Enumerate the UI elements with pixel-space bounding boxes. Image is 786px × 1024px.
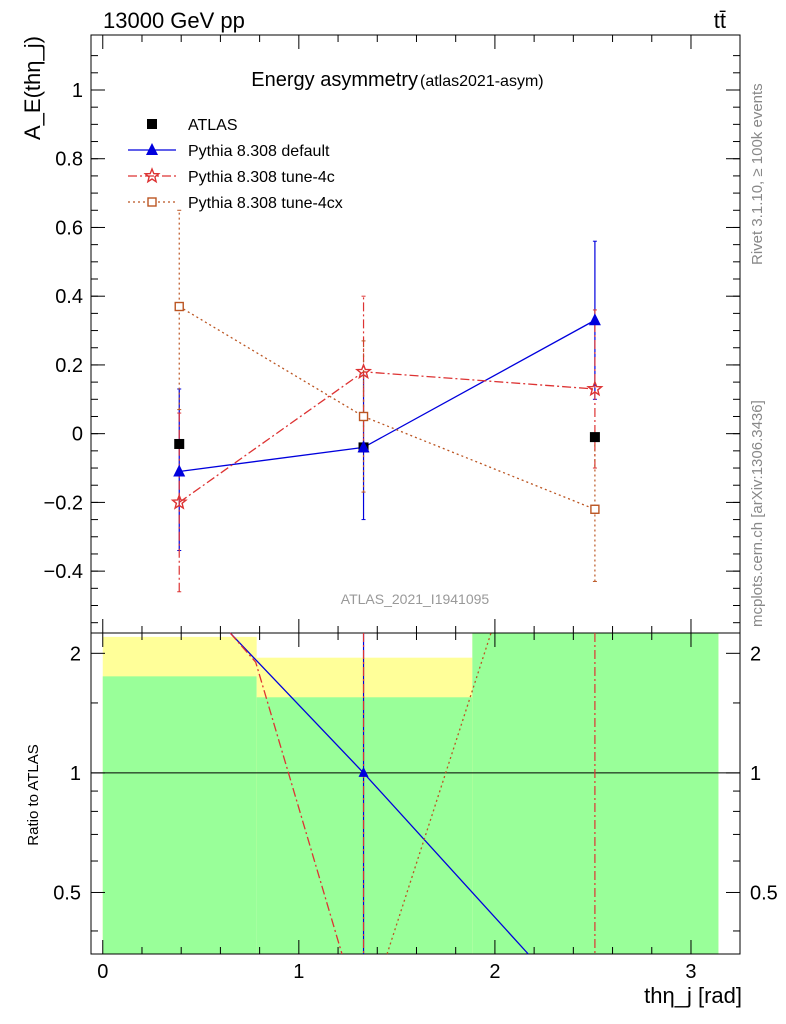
data-point [174, 301, 184, 312]
x-axis-ticks-top-panel [102, 35, 692, 633]
error-bars [177, 209, 597, 593]
ratio-y-axis-label: Ratio to ATLAS [25, 744, 42, 845]
data-point [590, 504, 600, 514]
data-point [174, 438, 185, 449]
ratio-axis-ticks: 0.5 0.5 1 1 2 2 0 1 2 3 [53, 633, 778, 983]
ratio-y-tick-label: 2 [70, 643, 81, 665]
y-tick-label: 0.8 [55, 149, 83, 171]
ratio-y-tick-label-right: 0.5 [750, 882, 778, 904]
y-tick-label: −0.4 [44, 561, 83, 583]
ratio-y-tick-label-right: 1 [750, 763, 761, 785]
ratio-line [229, 632, 343, 955]
legend-marker [143, 167, 161, 184]
x-tick-label: 0 [97, 961, 108, 983]
ratio-y-tick-label-right: 2 [750, 643, 761, 665]
legend-marker [146, 143, 158, 155]
y-tick-label: 0 [72, 424, 83, 446]
y-axis-label: A_E(thη_j) [20, 36, 45, 140]
ratio-series-lines [91, 632, 740, 955]
plot-title: Energy asymmetry [251, 69, 418, 91]
series-line-3 [178, 305, 596, 510]
ratio-y-tick-label: 1 [70, 763, 81, 785]
x-tick-label: 1 [293, 961, 304, 983]
legend-label: Pythia 8.308 default [188, 143, 330, 160]
data-point [170, 493, 188, 510]
series-lines [178, 305, 596, 510]
x-tick-label: 2 [489, 961, 500, 983]
y-tick-label: 0.6 [55, 217, 83, 239]
ratio-plot-frame [90, 632, 741, 955]
ratio-line [386, 632, 492, 955]
legend-marker [147, 197, 157, 207]
legend-label: Pythia 8.308 tune-4c [188, 169, 335, 186]
y-tick-label: 0.4 [55, 286, 83, 308]
header-process-label: tt̄ [714, 8, 726, 33]
data-point [357, 440, 370, 453]
y-axis-ticks: −0.4 −0.2 0 0.2 0.4 0.6 0.8 1 [44, 55, 740, 624]
green-band [102, 676, 257, 954]
x-tick-label: 3 [685, 961, 696, 983]
data-point [355, 362, 373, 380]
data-point [588, 313, 601, 326]
data-markers [170, 301, 604, 514]
data-point [173, 464, 186, 477]
data-point [358, 411, 369, 422]
y-tick-label: 1 [72, 80, 83, 102]
x-axis-label: thη_j [rad] [644, 983, 742, 1008]
legend-label: Pythia 8.308 tune-4cx [188, 195, 343, 212]
mcplots-label: mcplots.cern.ch [arXiv:1306.3436] [749, 400, 766, 627]
analysis-watermark: ATLAS_2021_I1941095 [341, 591, 490, 607]
legend-marker [147, 119, 157, 129]
main-plot-panel: Energy asymmetry (atlas2021-asym) ATLAS_… [20, 34, 741, 634]
series-line-2 [178, 371, 595, 503]
rivet-label: Rivet 3.1.10, ≥ 100k events [749, 83, 766, 265]
ratio-marker [358, 766, 369, 777]
header-energy-label: 13000 GeV pp [103, 8, 245, 33]
data-point [589, 432, 600, 443]
ratio-y-tick-label: 0.5 [53, 882, 81, 904]
legend: ATLAS Pythia 8.308 default Pythia 8.308 tu… [128, 117, 343, 212]
y-tick-label: −0.2 [44, 492, 83, 514]
ratio-plot-panel: 0.5 0.5 1 1 2 2 0 1 2 3 Ratio to ATLAS thη_j [rad… [25, 632, 778, 1008]
data-point [586, 380, 604, 397]
legend-label: ATLAS [188, 117, 238, 134]
ratio-uncertainty-bands [102, 633, 719, 954]
series-line-1 [179, 319, 596, 473]
plot-subtitle: (atlas2021-asym) [420, 73, 544, 90]
green-band [256, 697, 473, 954]
y-tick-label: 0.2 [55, 355, 83, 377]
